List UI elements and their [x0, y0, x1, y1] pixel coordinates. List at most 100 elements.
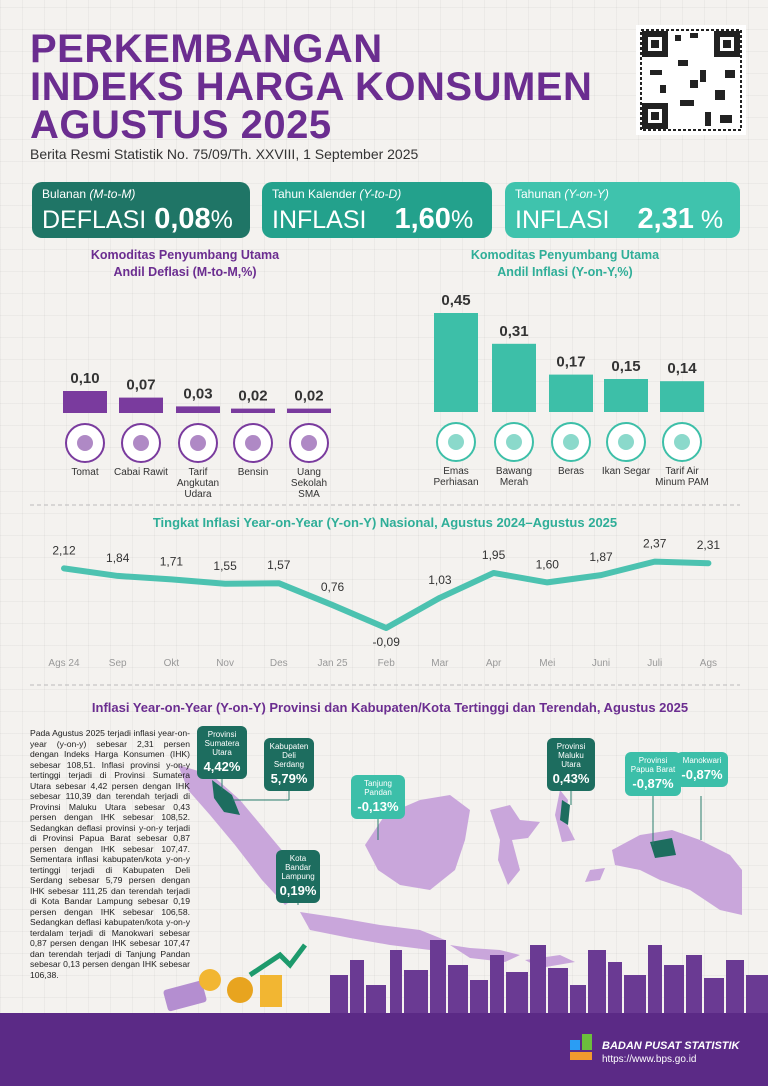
map-title: Inflasi Year-on-Year (Y-on-Y) Provinsi d… [91, 700, 689, 715]
bar [119, 397, 163, 413]
callout: Provinsi Sumatera Utara 4,42% [197, 726, 247, 779]
callout-value: -0,13% [357, 799, 399, 814]
callout: Kota Bandar Lampung 0,19% [276, 850, 320, 903]
category-label: Tarif Air Minum PAM [655, 466, 709, 488]
bar [434, 313, 478, 412]
x-tick-label: Des [270, 658, 288, 669]
chart-title: Komoditas Penyumbang Utama Andil Deflasi … [40, 247, 330, 281]
title-line: INDEKS HARGA KONSUMEN [30, 65, 593, 109]
chart-title-line: Komoditas Penyumbang Utama [90, 248, 280, 262]
commodity-icon-center [448, 434, 464, 450]
commodity-icon-center [77, 435, 93, 451]
value-label: 1,95 [482, 548, 506, 562]
value-label: 1,57 [267, 558, 291, 572]
callout-name: Manokwari [682, 756, 722, 765]
card-period: Bulanan [42, 187, 87, 201]
category-label: Emas Perhiasan [433, 466, 479, 488]
value-label: 0,17 [556, 354, 585, 371]
x-tick-label: Apr [486, 658, 502, 669]
card-unit: % [450, 206, 474, 234]
footer-band [0, 1013, 768, 1086]
x-tick-label: Juni [592, 658, 610, 669]
chart-title-line: Andil Deflasi (M-to-M,%) [113, 265, 257, 279]
value-label: 2,37 [643, 537, 667, 551]
bar [604, 379, 648, 412]
value-label: 2,12 [52, 543, 76, 557]
value-label: 0,76 [321, 580, 345, 594]
category-label: Bawang Merah [495, 466, 533, 488]
value-label: 0,15 [611, 358, 640, 375]
card-unit: % [210, 206, 233, 234]
callout-name: Kabupaten Deli Serdang [269, 742, 309, 769]
card-value: 1,60 [394, 203, 451, 235]
card-label: INFLASI [272, 206, 367, 234]
x-tick-label: Ags [700, 658, 717, 669]
card: Tahun Kalender (Y-to-D) INFLASI 1,60% [262, 182, 492, 238]
callout-value: 0,19% [279, 883, 317, 898]
callout-value: 5,79% [270, 771, 308, 786]
commodity-icon-center [301, 435, 317, 451]
commodity-icon-center [506, 434, 522, 450]
callout-name: Provinsi Sumatera Utara [204, 730, 240, 757]
callout-value: -0,87% [632, 776, 674, 791]
bar [287, 408, 331, 413]
chart-title: Tingkat Inflasi Year-on-Year (Y-on-Y) Na… [152, 515, 618, 530]
callout-name: Provinsi Papua Barat [630, 756, 676, 774]
coins-decoration [163, 943, 307, 1012]
value-label: 0,02 [294, 388, 323, 405]
commodity-icon-center [563, 434, 579, 450]
map-highlights [212, 780, 676, 858]
category-label: Beras [557, 466, 585, 477]
category-label: Bensin [237, 467, 269, 478]
value-label: 1,71 [160, 554, 184, 568]
x-tick-label: Nov [216, 658, 234, 669]
value-label: 1,84 [106, 551, 130, 565]
title-line: PERKEMBANGAN [30, 27, 383, 71]
x-tick-label: Okt [164, 658, 180, 669]
commodity-icon-center [190, 435, 206, 451]
bar [63, 391, 107, 413]
title-line: AGUSTUS 2025 [30, 103, 332, 147]
card-period: Tahun Kalender [272, 187, 357, 201]
line [61, 558, 712, 632]
callout-name: Tanjung Pandan [363, 779, 393, 797]
card-label: INFLASI [515, 206, 610, 234]
bar [176, 406, 220, 413]
callout: Kabupaten Deli Serdang 5,79% [264, 738, 314, 791]
x-tick-label: Sep [109, 658, 127, 669]
card-value: 2,31 [637, 203, 694, 235]
bps-logo [570, 1034, 592, 1060]
bar [660, 381, 704, 412]
subtitle: Berita Resmi Statistik No. 75/09/Th. XXV… [30, 146, 419, 162]
x-tick-label: Mei [539, 658, 555, 669]
value-label: 0,07 [126, 377, 155, 394]
card: Bulanan (M-to-M) DEFLASI 0,08% [32, 182, 250, 238]
bar [492, 343, 536, 412]
callout-name: Provinsi Maluku Utara [556, 742, 586, 769]
qr-code [636, 25, 746, 135]
chart-title-line: Komoditas Penyumbang Utama [470, 248, 660, 262]
value-label: 0,45 [441, 292, 470, 309]
bar [231, 408, 275, 413]
card: Tahunan (Y-on-Y) INFLASI 2,31 % [505, 182, 740, 238]
commodity-icon-center [674, 434, 690, 450]
card-value: 0,08 [154, 203, 211, 235]
value-label: -0,09 [373, 635, 401, 649]
value-label: 2,31 [697, 538, 721, 552]
value-label: 0,02 [238, 388, 267, 405]
org-name: BADAN PUSAT STATISTIK [602, 1040, 740, 1052]
category-label: Tarif Angkutan Udara [176, 467, 220, 500]
x-tick-label: Ags 24 [48, 658, 80, 669]
commodity-icon-center [618, 434, 634, 450]
chart-title-line: Andil Inflasi (Y-on-Y,%) [497, 265, 633, 279]
commodity-icon-center [245, 435, 261, 451]
card-code: (Y-to-D) [359, 187, 402, 201]
callout-value: 0,43% [552, 771, 590, 786]
category-label: Cabai Rawit [114, 467, 168, 478]
value-label: 1,60 [536, 557, 560, 571]
value-label: 0,10 [70, 370, 99, 387]
value-label: 0,03 [183, 385, 212, 402]
org-url: https://www.bps.go.id [602, 1054, 697, 1065]
chart-title: Komoditas Penyumbang Utama Andil Inflasi … [420, 247, 710, 281]
